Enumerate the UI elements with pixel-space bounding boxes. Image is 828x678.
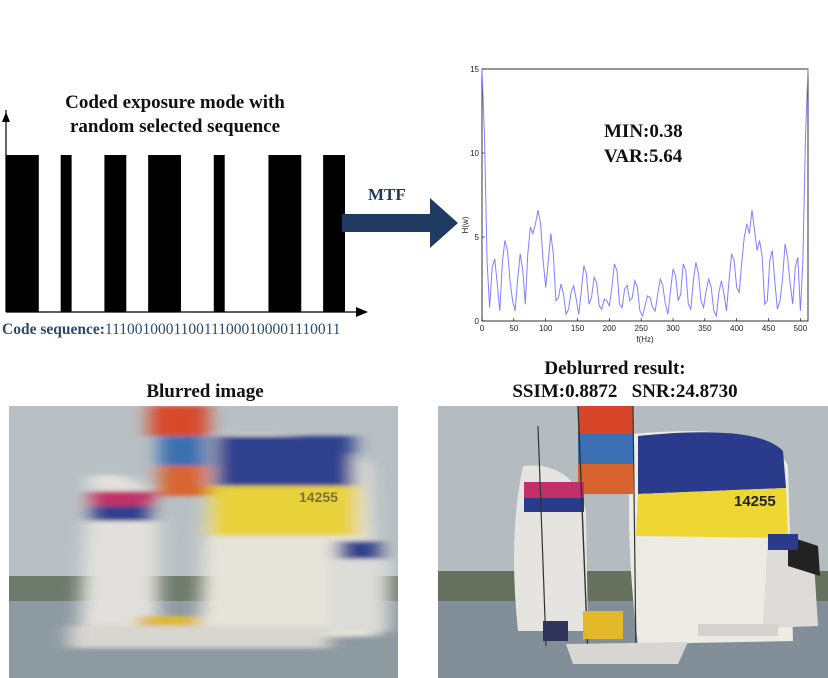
- y-tick-label: 15: [470, 65, 479, 74]
- exposure-bar: [213, 155, 225, 312]
- x-tick-label: 50: [509, 324, 518, 333]
- exposure-bars: [6, 155, 345, 312]
- exposure-bar: [323, 155, 345, 312]
- mtf-label: MTF: [368, 185, 406, 204]
- var-stat: VAR:5.64: [604, 146, 683, 167]
- code-sequence-value: 1110010001100111000100001110011: [104, 321, 341, 338]
- code-sequence-label: Code sequence:: [2, 321, 105, 338]
- exposure-title: Coded exposure mode with random selected…: [15, 91, 335, 139]
- svg-text:14255: 14255: [734, 493, 776, 510]
- coded-exposure-diagram: [2, 110, 368, 317]
- x-axis-label: f(Hz): [636, 335, 654, 344]
- y-axis-label: H(w): [461, 216, 470, 233]
- min-stat: MIN:0.38: [604, 121, 683, 142]
- x-tick-label: 250: [635, 324, 649, 333]
- x-tick-label: 0: [480, 324, 485, 333]
- x-tick-label: 350: [698, 324, 712, 333]
- x-tick-label: 100: [539, 324, 553, 333]
- y-axis-arrowhead: [2, 112, 10, 122]
- plot-frame: [481, 68, 809, 322]
- y-tick-label: 0: [475, 317, 480, 326]
- svg-text:14255: 14255: [299, 489, 338, 505]
- exposure-bar: [104, 155, 127, 312]
- exposure-title-line1: Coded exposure mode with: [65, 92, 285, 113]
- y-tick-label: 5: [475, 233, 480, 242]
- x-tick-label: 400: [730, 324, 744, 333]
- chart-ticks: 0 50 100 150 200 250 300 350 400 450 500 0 5 10 15: [470, 65, 807, 333]
- exposure-bar: [268, 155, 302, 312]
- exposure-bar: [60, 155, 72, 312]
- mtf-curve: [481, 68, 809, 318]
- exposure-title-line2: random selected sequence: [69, 116, 281, 137]
- blurred-image-title: Blurred image: [146, 381, 264, 402]
- blurred-image: 14255: [9, 406, 398, 678]
- mtf-chart: 0 50 100 150 200 250 300 350 400 450 500 0 5 10 15 f(H…: [461, 65, 809, 344]
- deblurred-title: Deblurred result:: [544, 358, 686, 379]
- y-tick-label: 10: [470, 149, 479, 158]
- x-tick-label: 450: [762, 324, 776, 333]
- x-tick-label: 150: [571, 324, 585, 333]
- x-tick-label: 300: [666, 324, 680, 333]
- exposure-bar: [148, 155, 181, 312]
- mtf-arrow-icon: [342, 198, 458, 248]
- deblurred-image: 14255: [438, 406, 828, 678]
- exposure-bar: [6, 155, 39, 312]
- x-tick-label: 200: [603, 324, 617, 333]
- time-axis-arrowhead: [356, 307, 368, 317]
- x-tick-label: 500: [794, 324, 808, 333]
- deblurred-metrics: SSIM:0.8872 SNR:24.8730: [512, 381, 738, 402]
- code-sequence: Code sequence:11100100011001110001000011…: [2, 321, 341, 339]
